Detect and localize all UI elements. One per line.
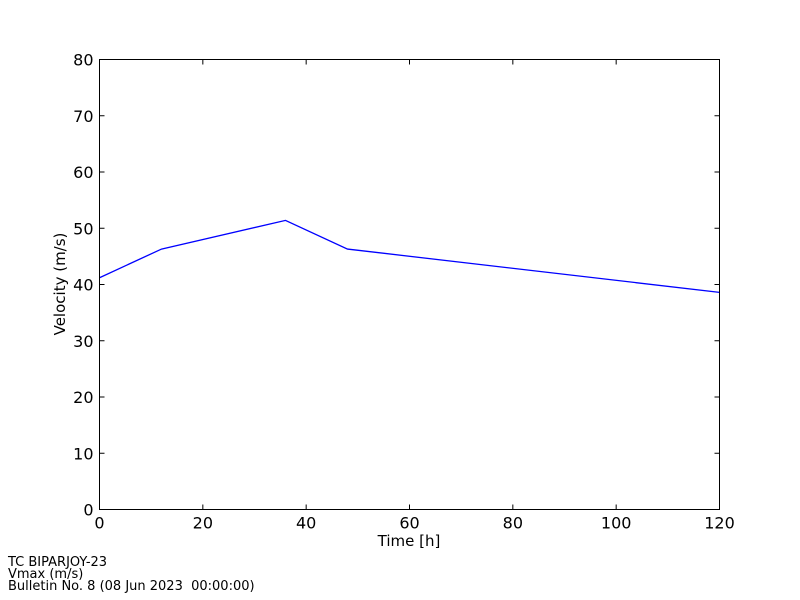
x-tick-label: 100	[601, 514, 632, 533]
y-tick-label: 40	[73, 276, 93, 295]
x-tick-label: 80	[503, 514, 523, 533]
y-tick-label: 10	[73, 444, 93, 463]
x-tick-label: 0	[94, 514, 104, 533]
x-tick-label: 60	[399, 514, 419, 533]
storm-name: TC BIPARJOY-23	[8, 555, 108, 570]
y-tick-label: 60	[73, 163, 93, 182]
y-tick-label: 30	[73, 332, 93, 351]
velocity-line	[99, 219, 720, 294]
variable-name: Vmax (m/s)	[8, 567, 84, 582]
x-tick-label: 40	[296, 514, 316, 533]
y-tick-label: 50	[73, 219, 93, 238]
y-tick-label: 20	[73, 388, 93, 407]
y-axis-label: Velocity (m/s)	[51, 233, 69, 336]
x-tick-label: 120	[704, 514, 735, 533]
bulletin-info: Bulletin No. 8 (08 Jun 2023 00:00:00)	[8, 579, 255, 594]
x-tick-label: 20	[193, 514, 213, 533]
y-tick-label: 0	[83, 501, 93, 520]
y-tick-label: 70	[73, 107, 93, 126]
y-tick-label: 80	[73, 51, 93, 70]
footer-info: TC BIPARJOY-23 Vmax (m/s) Bulletin No. 8…	[8, 555, 255, 594]
x-axis-label: Time [h]	[377, 532, 441, 550]
plot-frame	[99, 59, 720, 510]
